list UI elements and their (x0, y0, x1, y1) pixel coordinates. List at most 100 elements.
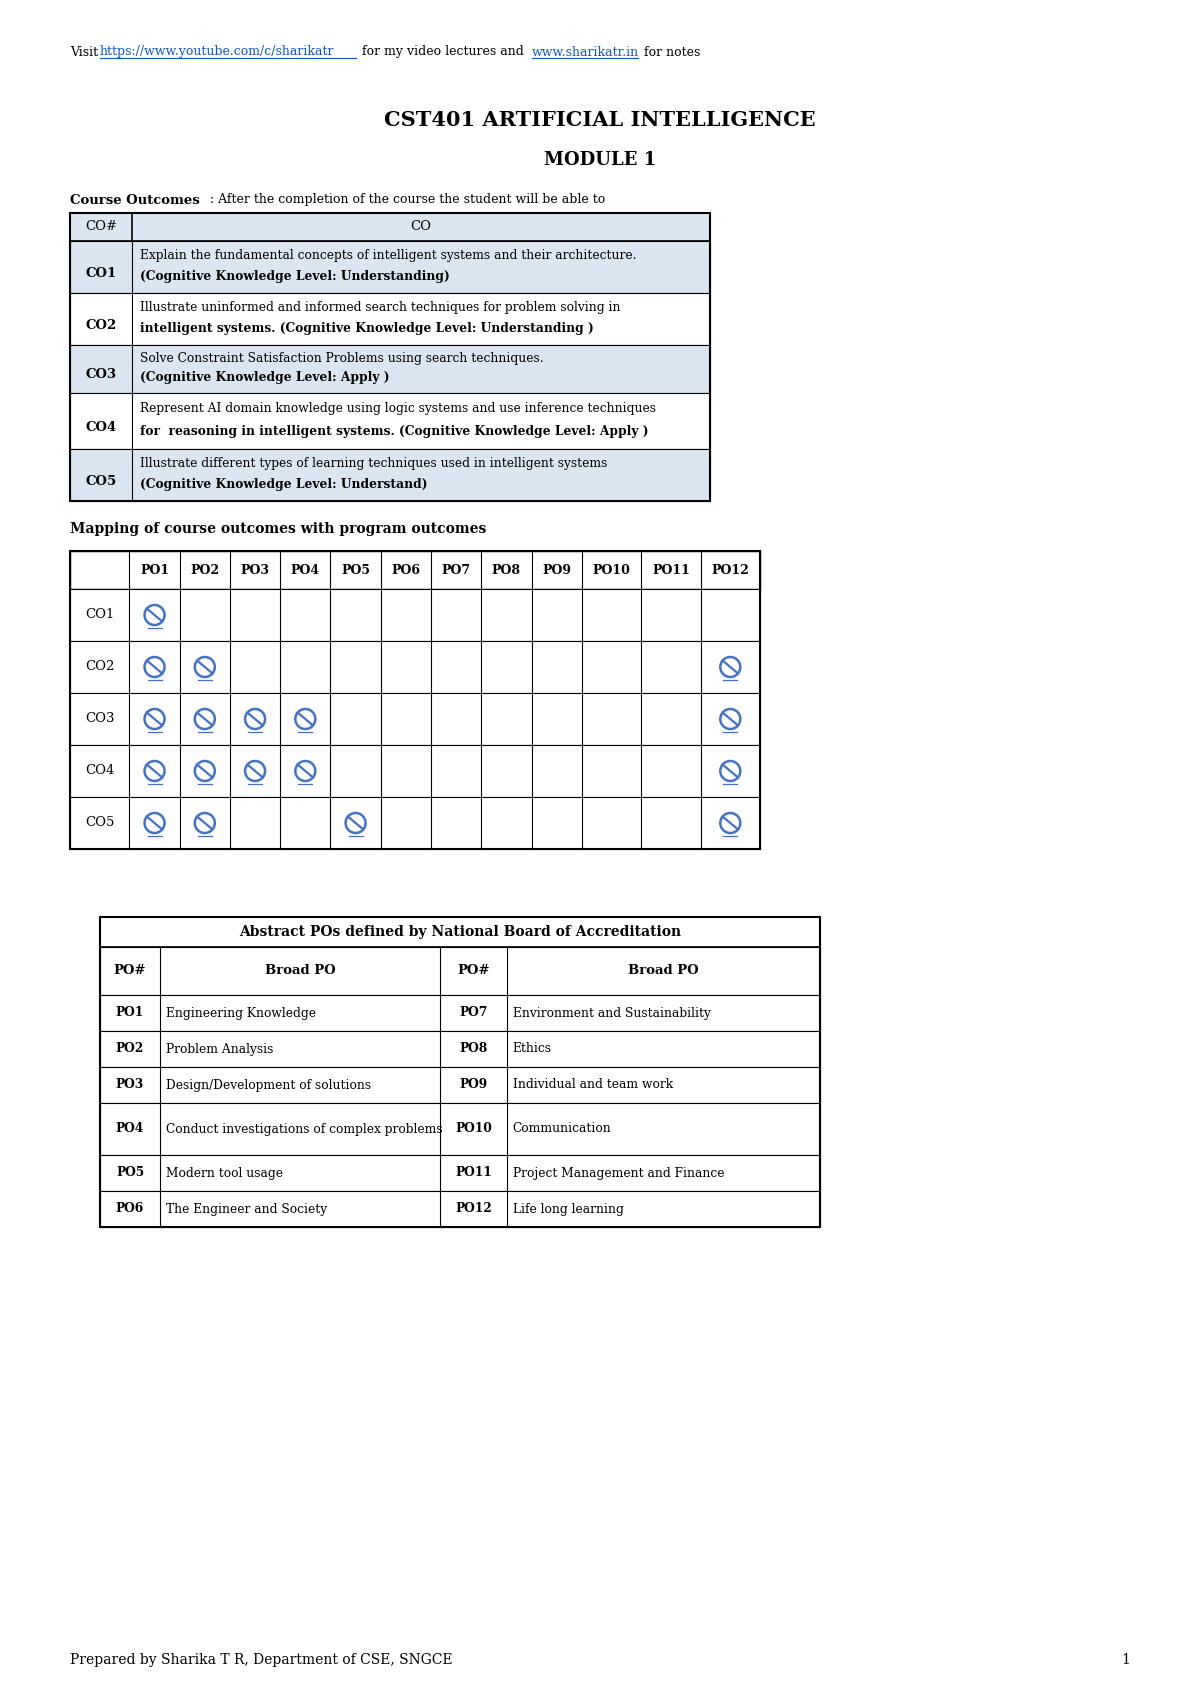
Text: PO#: PO# (457, 964, 490, 977)
Text: PO4: PO4 (116, 1122, 144, 1135)
Circle shape (720, 657, 740, 677)
FancyBboxPatch shape (100, 1156, 820, 1191)
Circle shape (194, 760, 215, 781)
Text: Course Outcomes: Course Outcomes (70, 193, 199, 207)
FancyBboxPatch shape (70, 589, 760, 641)
Text: PO2: PO2 (191, 563, 220, 577)
Text: Conduct investigations of complex problems: Conduct investigations of complex proble… (166, 1122, 443, 1135)
Text: Modern tool usage: Modern tool usage (166, 1166, 283, 1179)
Text: MODULE 1: MODULE 1 (544, 151, 656, 170)
Circle shape (346, 813, 366, 833)
Text: PO7: PO7 (460, 1006, 487, 1020)
Circle shape (194, 813, 215, 833)
Text: Design/Development of solutions: Design/Development of solutions (166, 1079, 371, 1091)
FancyBboxPatch shape (70, 552, 760, 589)
Text: 1: 1 (1121, 1653, 1130, 1666)
FancyBboxPatch shape (100, 947, 820, 994)
Text: PO1: PO1 (116, 1006, 144, 1020)
Text: PO9: PO9 (460, 1079, 487, 1091)
FancyBboxPatch shape (70, 745, 760, 798)
Text: PO11: PO11 (652, 563, 690, 577)
Text: PO1: PO1 (140, 563, 169, 577)
Text: PO2: PO2 (116, 1042, 144, 1056)
Text: : After the completion of the course the student will be able to: : After the completion of the course the… (210, 193, 605, 207)
Text: The Engineer and Society: The Engineer and Society (166, 1203, 328, 1215)
Text: PO4: PO4 (290, 563, 320, 577)
FancyBboxPatch shape (70, 214, 710, 241)
Text: for  reasoning in intelligent systems. (Cognitive Knowledge Level: Apply ): for reasoning in intelligent systems. (C… (140, 424, 648, 438)
Text: CO1: CO1 (85, 266, 116, 280)
Text: Broad PO: Broad PO (628, 964, 698, 977)
Text: Environment and Sustainability: Environment and Sustainability (512, 1006, 710, 1020)
Text: PO6: PO6 (116, 1203, 144, 1215)
Text: PO10: PO10 (593, 563, 630, 577)
Text: Illustrate different types of learning techniques used in intelligent systems: Illustrate different types of learning t… (140, 456, 607, 470)
Text: CO4: CO4 (85, 421, 116, 434)
Text: CO4: CO4 (85, 765, 114, 777)
Text: (Cognitive Knowledge Level: Understand): (Cognitive Knowledge Level: Understand) (140, 479, 427, 490)
Text: Engineering Knowledge: Engineering Knowledge (166, 1006, 316, 1020)
Circle shape (144, 606, 164, 624)
FancyBboxPatch shape (70, 294, 710, 344)
Text: Visit: Visit (70, 46, 102, 58)
FancyBboxPatch shape (70, 798, 760, 848)
Text: PO5: PO5 (341, 563, 370, 577)
Text: CO5: CO5 (85, 816, 114, 830)
Text: Individual and team work: Individual and team work (512, 1079, 673, 1091)
Text: www.sharikatr.in: www.sharikatr.in (532, 46, 640, 58)
Text: PO8: PO8 (460, 1042, 487, 1056)
Circle shape (720, 709, 740, 730)
Text: PO5: PO5 (116, 1166, 144, 1179)
Text: CO#: CO# (85, 221, 118, 234)
Text: PO#: PO# (114, 964, 146, 977)
Text: (Cognitive Knowledge Level: Apply ): (Cognitive Knowledge Level: Apply ) (140, 372, 390, 384)
Text: https://www.youtube.com/c/sharikatr: https://www.youtube.com/c/sharikatr (100, 46, 335, 58)
Text: CO1: CO1 (85, 609, 114, 621)
Text: Prepared by Sharika T R, Department of CSE, SNGCE: Prepared by Sharika T R, Department of C… (70, 1653, 452, 1666)
Text: Broad PO: Broad PO (265, 964, 335, 977)
Text: PO6: PO6 (391, 563, 420, 577)
Circle shape (194, 709, 215, 730)
Circle shape (720, 760, 740, 781)
Circle shape (194, 657, 215, 677)
Circle shape (720, 813, 740, 833)
FancyBboxPatch shape (100, 1067, 820, 1103)
Text: PO8: PO8 (492, 563, 521, 577)
FancyBboxPatch shape (70, 344, 710, 394)
Text: PO10: PO10 (455, 1122, 492, 1135)
Text: Represent AI domain knowledge using logic systems and use inference techniques: Represent AI domain knowledge using logi… (140, 402, 656, 416)
Text: CST401 ARTIFICIAL INTELLIGENCE: CST401 ARTIFICIAL INTELLIGENCE (384, 110, 816, 131)
Text: CO2: CO2 (85, 660, 114, 674)
Text: CO: CO (410, 221, 432, 234)
Text: Mapping of course outcomes with program outcomes: Mapping of course outcomes with program … (70, 523, 486, 536)
Circle shape (144, 709, 164, 730)
Text: Illustrate uninformed and informed search techniques for problem solving in: Illustrate uninformed and informed searc… (140, 300, 620, 314)
Text: CO3: CO3 (85, 368, 116, 382)
Text: Abstract POs defined by National Board of Accreditation: Abstract POs defined by National Board o… (239, 925, 682, 938)
Circle shape (295, 760, 316, 781)
Text: Solve Constraint Satisfaction Problems using search techniques.: Solve Constraint Satisfaction Problems u… (140, 351, 544, 365)
FancyBboxPatch shape (70, 394, 710, 450)
Text: Life long learning: Life long learning (512, 1203, 624, 1215)
FancyBboxPatch shape (100, 1032, 820, 1067)
Text: PO3: PO3 (116, 1079, 144, 1091)
Text: Problem Analysis: Problem Analysis (166, 1042, 274, 1056)
Text: Ethics: Ethics (512, 1042, 552, 1056)
Circle shape (144, 760, 164, 781)
Circle shape (144, 813, 164, 833)
Text: CO2: CO2 (85, 319, 116, 331)
Circle shape (245, 760, 265, 781)
Text: Explain the fundamental concepts of intelligent systems and their architecture.: Explain the fundamental concepts of inte… (140, 249, 636, 261)
Text: PO12: PO12 (455, 1203, 492, 1215)
Text: Communication: Communication (512, 1122, 612, 1135)
Circle shape (144, 657, 164, 677)
FancyBboxPatch shape (100, 1191, 820, 1227)
Circle shape (295, 709, 316, 730)
Text: PO12: PO12 (712, 563, 749, 577)
FancyBboxPatch shape (70, 241, 710, 294)
Text: PO7: PO7 (442, 563, 470, 577)
FancyBboxPatch shape (100, 994, 820, 1032)
FancyBboxPatch shape (70, 641, 760, 692)
FancyBboxPatch shape (100, 916, 820, 947)
FancyBboxPatch shape (70, 692, 760, 745)
